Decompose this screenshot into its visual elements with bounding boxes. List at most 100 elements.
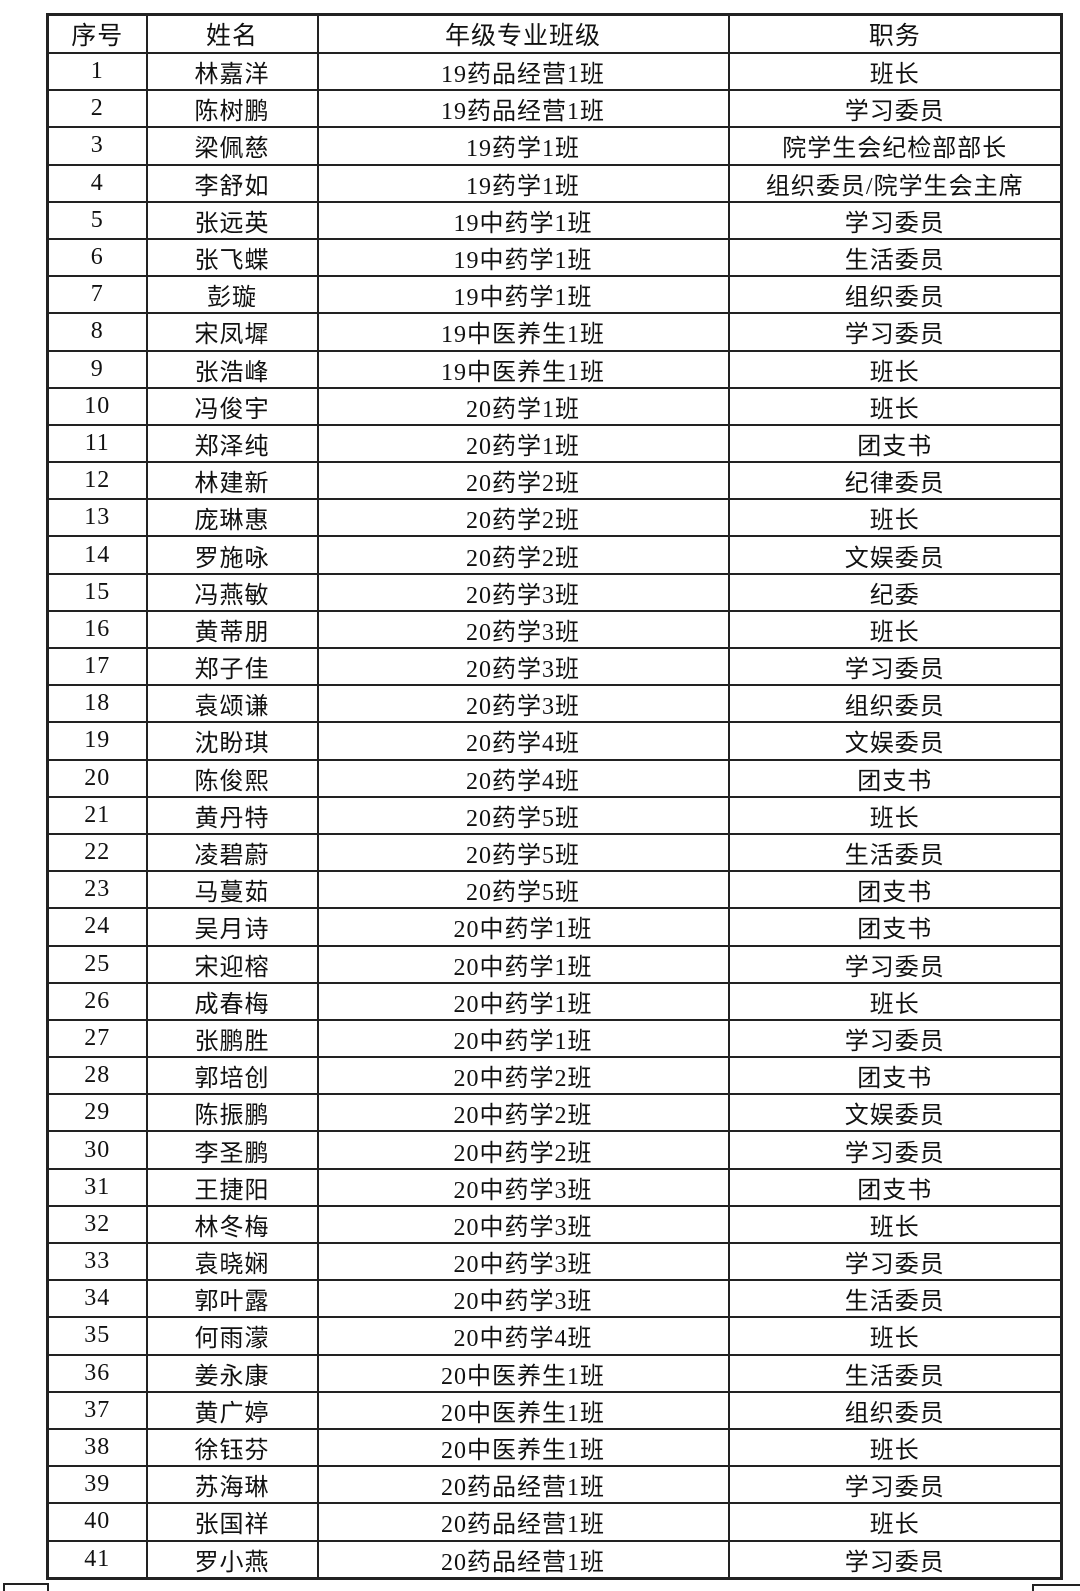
cell-class: 20中药学1班	[316, 907, 730, 947]
cell-name: 梁佩慈	[145, 126, 319, 166]
next-page-fragment-right	[1032, 1584, 1080, 1591]
cell-name: 袁晓娴	[145, 1241, 319, 1282]
table-row: 2 陈树鹏 19药品经营1班 学习委员	[46, 89, 1063, 129]
cell-class: 20药学5班	[316, 795, 730, 835]
table-row: 10 冯俊宇 20药学1班 班长	[46, 386, 1063, 426]
table-row: 33 袁晓娴 20中药学3班 学习委员	[46, 1241, 1063, 1282]
cell-class: 20中医养生1班	[316, 1390, 730, 1430]
cell-class: 19药品经营1班	[316, 51, 730, 92]
cell-class: 20药品经营1班	[316, 1539, 730, 1580]
table-row: 7 彭璇 19中药学1班 组织委员	[46, 275, 1063, 315]
cell-position: 纪律委员	[727, 461, 1063, 501]
cell-position: 学习委员	[727, 646, 1063, 687]
cell-number: 5	[46, 200, 148, 240]
cell-name: 冯俊宇	[145, 386, 319, 426]
table-row: 11 郑泽纯 20药学1班 团支书	[46, 423, 1063, 464]
table-row: 3 梁佩慈 19药学1班 院学生会纪检部部长	[46, 126, 1063, 166]
cell-position: 院学生会纪检部部长	[727, 126, 1063, 166]
cell-class: 20药学2班	[316, 498, 730, 538]
cell-name: 沈盼琪	[145, 721, 319, 761]
cell-class: 19药学1班	[316, 163, 730, 203]
table-row: 38 徐钰芬 20中医养生1班 班长	[46, 1427, 1063, 1468]
cell-name: 彭璇	[145, 275, 319, 315]
cell-name: 陈俊熙	[145, 758, 319, 798]
cell-number: 19	[46, 721, 148, 761]
column-header-number: 序号	[46, 13, 148, 54]
cell-name: 成春梅	[145, 981, 319, 1021]
cell-class: 20中药学3班	[316, 1241, 730, 1282]
cell-position: 团支书	[727, 1056, 1063, 1096]
cell-name: 张浩峰	[145, 349, 319, 389]
cell-class: 20药学5班	[316, 832, 730, 873]
cell-number: 37	[46, 1390, 148, 1430]
cell-number: 10	[46, 386, 148, 426]
cell-position: 组织委员/院学生会主席	[727, 163, 1063, 203]
cell-name: 郑泽纯	[145, 423, 319, 464]
cell-position: 团支书	[727, 870, 1063, 910]
cell-position: 团支书	[727, 1167, 1063, 1207]
table-row: 35 何雨濛 20中药学4班 班长	[46, 1316, 1063, 1356]
cell-class: 20药学2班	[316, 461, 730, 501]
cell-name: 凌碧蔚	[145, 832, 319, 873]
table-row: 16 黄蒂朋 20药学3班 班长	[46, 609, 1063, 650]
cell-class: 20药学3班	[316, 684, 730, 724]
cell-number: 39	[46, 1465, 148, 1505]
cell-number: 1	[46, 51, 148, 92]
cell-class: 19中医养生1班	[316, 312, 730, 352]
cell-number: 11	[46, 423, 148, 464]
cell-number: 18	[46, 684, 148, 724]
cell-position: 生活委员	[727, 1279, 1063, 1319]
column-header-position: 职务	[727, 13, 1063, 54]
column-header-name: 姓名	[145, 13, 319, 54]
cell-name: 林建新	[145, 461, 319, 501]
cell-number: 30	[46, 1130, 148, 1170]
table-row: 24 吴月诗 20中药学1班 团支书	[46, 907, 1063, 947]
table-row: 5 张远英 19中药学1班 学习委员	[46, 200, 1063, 240]
cell-number: 16	[46, 609, 148, 650]
table-row: 34 郭叶露 20中药学3班 生活委员	[46, 1279, 1063, 1319]
table-row: 14 罗施咏 20药学2班 文娱委员	[46, 535, 1063, 575]
cell-name: 冯燕敏	[145, 572, 319, 612]
cell-position: 班长	[727, 51, 1063, 92]
cell-name: 张鹏胜	[145, 1018, 319, 1059]
cell-number: 33	[46, 1241, 148, 1282]
cell-name: 黄广婷	[145, 1390, 319, 1430]
cell-number: 41	[46, 1539, 148, 1580]
cell-position: 生活委员	[727, 1353, 1063, 1393]
cell-name: 郭叶露	[145, 1279, 319, 1319]
table-row: 1 林嘉洋 19药品经营1班 班长	[46, 51, 1063, 92]
cell-number: 2	[46, 89, 148, 129]
cell-class: 20药学2班	[316, 535, 730, 575]
cell-number: 36	[46, 1353, 148, 1393]
cell-number: 14	[46, 535, 148, 575]
cell-class: 20中医养生1班	[316, 1353, 730, 1393]
cell-number: 31	[46, 1167, 148, 1207]
cell-position: 班长	[727, 981, 1063, 1021]
cell-number: 21	[46, 795, 148, 835]
table-row: 31 王捷阳 20中药学3班 团支书	[46, 1167, 1063, 1207]
table-row: 12 林建新 20药学2班 纪律委员	[46, 461, 1063, 501]
cell-number: 27	[46, 1018, 148, 1059]
cell-class: 19中药学1班	[316, 200, 730, 240]
table-row: 30 李圣鹏 20中药学2班 学习委员	[46, 1130, 1063, 1170]
table-row: 9 张浩峰 19中医养生1班 班长	[46, 349, 1063, 389]
cell-position: 班长	[727, 1427, 1063, 1468]
cell-position: 文娱委员	[727, 535, 1063, 575]
table-row: 6 张飞蝶 19中药学1班 生活委员	[46, 237, 1063, 278]
table-row: 36 姜永康 20中医养生1班 生活委员	[46, 1353, 1063, 1393]
table-row: 40 张国祥 20药品经营1班 班长	[46, 1502, 1063, 1542]
cell-position: 班长	[727, 1502, 1063, 1542]
cell-position: 学习委员	[727, 944, 1063, 984]
cell-position: 团支书	[727, 758, 1063, 798]
cell-class: 20中药学3班	[316, 1204, 730, 1245]
cell-position: 团支书	[727, 423, 1063, 464]
table-row: 25 宋迎榕 20中药学1班 学习委员	[46, 944, 1063, 984]
cell-position: 班长	[727, 498, 1063, 538]
cell-number: 25	[46, 944, 148, 984]
table-row: 17 郑子佳 20药学3班 学习委员	[46, 646, 1063, 687]
cell-number: 35	[46, 1316, 148, 1356]
cell-name: 林嘉洋	[145, 51, 319, 92]
cell-number: 32	[46, 1204, 148, 1245]
table-row: 32 林冬梅 20中药学3班 班长	[46, 1204, 1063, 1245]
